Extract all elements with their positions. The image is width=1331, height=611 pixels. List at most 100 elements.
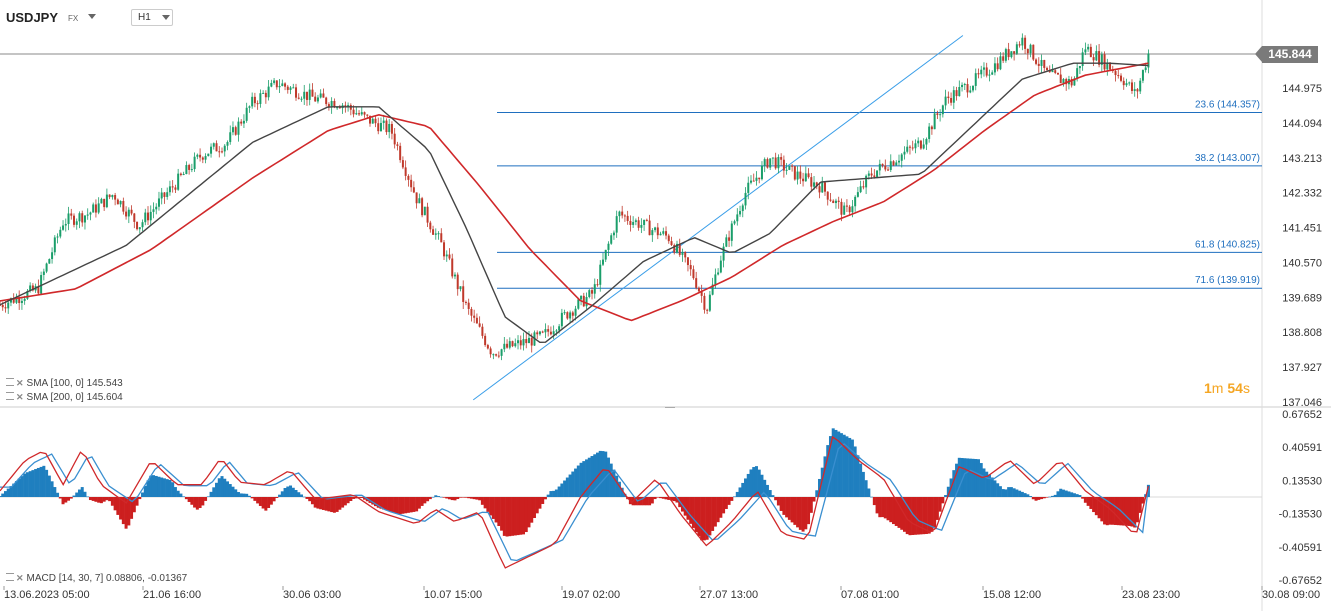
candle-body <box>127 209 130 217</box>
candle-body <box>582 295 585 307</box>
macd-bar <box>116 497 120 515</box>
candle-body <box>177 173 180 190</box>
candle-body <box>421 198 424 216</box>
candle-body <box>634 220 637 223</box>
candle-body <box>593 284 596 294</box>
macd-bar <box>955 463 959 497</box>
candle-body <box>736 214 739 222</box>
macd-axis-tick: -0.40591 <box>1279 542 1322 554</box>
macd-bar <box>179 493 183 497</box>
macd-bar <box>733 496 737 498</box>
candle-body <box>136 221 139 230</box>
candle-body <box>495 354 498 356</box>
macd-bar <box>182 496 186 497</box>
macd-bar <box>1083 497 1087 503</box>
close-icon[interactable]: ✕ <box>16 392 24 402</box>
time-axis-tick: 23.08 23:00 <box>1122 589 1180 601</box>
candle-body <box>1056 72 1059 75</box>
candle-body <box>56 236 59 238</box>
price-axis-tick: 141.451 <box>1282 223 1322 235</box>
candle-body <box>20 300 23 304</box>
macd-bar <box>853 446 857 497</box>
candle-body <box>1120 75 1123 81</box>
macd-bar <box>431 496 435 498</box>
macd-bar <box>532 497 536 519</box>
macd-bar <box>1130 497 1134 527</box>
close-icon[interactable]: ✕ <box>16 573 24 583</box>
macd-bar <box>848 437 852 497</box>
macd-bar <box>1138 497 1142 513</box>
macd-bar <box>286 486 290 497</box>
timer-minutes-unit: m <box>1211 380 1224 396</box>
macd-legend[interactable]: ✕ MACD [14, 30, 7] 0.08806, -0.01367 <box>6 573 187 584</box>
candle-body <box>898 160 901 163</box>
candle-body <box>418 198 421 204</box>
macd-bar <box>83 491 87 497</box>
sma200-legend[interactable]: ✕ SMA [200, 0] 145.604 <box>6 392 123 403</box>
candle-body <box>878 163 881 171</box>
candle-body <box>911 147 914 149</box>
macd-bar <box>617 481 621 497</box>
macd-bar <box>176 490 180 497</box>
candle-body <box>75 221 78 225</box>
candle-body <box>585 297 588 307</box>
settings-icon[interactable] <box>6 573 14 581</box>
macd-bar <box>700 497 704 541</box>
candle-body <box>1087 46 1090 50</box>
macd-bar <box>549 491 553 497</box>
macd-bar <box>141 492 145 497</box>
candle-body <box>826 191 829 200</box>
macd-bar <box>272 497 276 502</box>
candle-body <box>1021 37 1024 46</box>
symbol-label[interactable]: USDJPY <box>6 10 59 25</box>
candle-body <box>275 80 278 88</box>
macd-bar <box>1122 497 1126 526</box>
settings-icon[interactable] <box>6 378 14 386</box>
macd-bar <box>212 487 216 497</box>
settings-icon[interactable] <box>6 392 14 400</box>
macd-bar <box>996 483 1000 497</box>
candle-body <box>456 274 459 290</box>
candle-body <box>563 312 566 314</box>
macd-bar <box>256 497 260 504</box>
macd-bar <box>765 484 769 497</box>
macd-bar <box>648 497 652 506</box>
macd-bar <box>850 439 854 497</box>
macd-bar <box>464 497 468 498</box>
candle-body <box>1089 46 1092 58</box>
macd-bar <box>461 497 465 498</box>
time-axis-tick: 10.07 15:00 <box>424 589 482 601</box>
candle-body <box>1095 51 1098 61</box>
timeframe-select[interactable]: H1 <box>131 9 173 26</box>
candle-body <box>489 348 492 355</box>
candle-body <box>982 67 985 70</box>
chevron-down-icon[interactable] <box>88 14 96 19</box>
macd-bar <box>796 497 800 528</box>
candle-body <box>486 345 489 349</box>
macd-bar <box>505 497 509 537</box>
macd-bar <box>445 497 449 499</box>
macd-bar <box>261 497 265 509</box>
candle-body <box>725 237 728 247</box>
candle-body <box>467 302 470 309</box>
candle-body <box>1114 71 1117 76</box>
macd-bar <box>683 497 687 516</box>
candle-body <box>656 227 659 236</box>
candle-body <box>659 233 662 236</box>
candle-body <box>295 87 298 98</box>
sma100-legend[interactable]: ✕ SMA [100, 0] 145.543 <box>6 378 123 389</box>
macd-bar <box>110 497 114 506</box>
candle-body <box>103 198 106 208</box>
close-icon[interactable]: ✕ <box>16 378 24 388</box>
macd-bar <box>1018 490 1022 497</box>
macd-bar <box>894 497 898 526</box>
time-axis-tick: 27.07 13:00 <box>700 589 758 601</box>
candle-body <box>782 159 785 171</box>
candle-body <box>382 120 385 123</box>
candle-body <box>497 355 500 357</box>
macd-bar <box>138 497 142 500</box>
macd-bar <box>694 497 698 533</box>
pane-divider-handle[interactable] <box>665 407 675 409</box>
macd-bar <box>127 497 131 526</box>
